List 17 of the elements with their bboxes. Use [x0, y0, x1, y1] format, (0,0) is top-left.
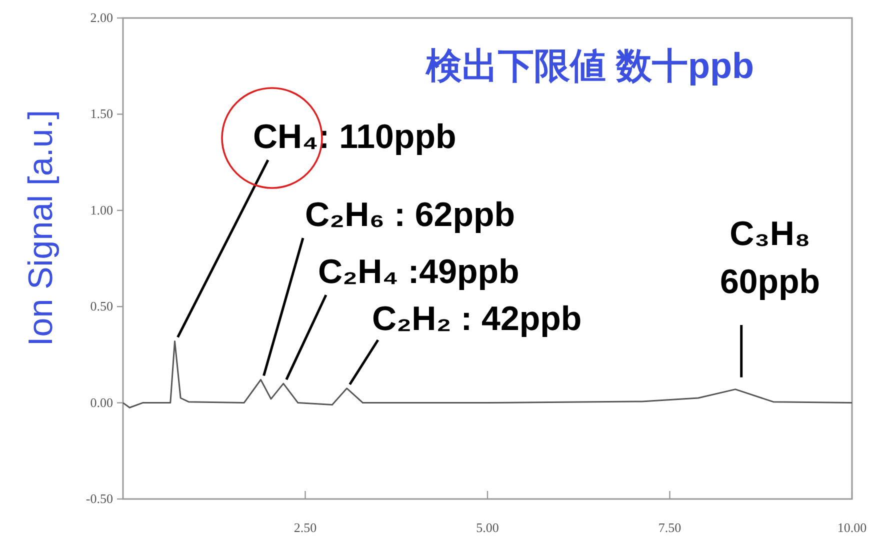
annotation: C₂H₂ : 42ppb: [372, 300, 582, 338]
y-tick-label: 2.00: [90, 10, 113, 25]
text: 検出下限値 数十ppb: [425, 45, 754, 86]
y-tick-label: 1.00: [90, 202, 113, 218]
annotation: C₂H₄ :49ppb: [318, 253, 520, 291]
y-tick-label: 1.50: [90, 106, 113, 122]
x-tick-label: 7.50: [658, 520, 682, 535]
y-tick-label: 0.50: [90, 298, 113, 314]
line-series: [122, 340, 853, 408]
annotation: C₂H₆ : 62ppb: [305, 196, 515, 234]
x-tick-label: 2.50: [294, 520, 317, 535]
x-tick-label: 5.00: [476, 520, 499, 535]
y-axis-title: Ion Signal [a.u.]: [22, 110, 60, 346]
annotation: C₃H₈ 60ppb: [720, 215, 820, 301]
x-tick-label: 10.00: [837, 520, 867, 535]
y-tick-label: -0.50: [86, 491, 113, 506]
y-tick-label: 0.00: [90, 394, 113, 410]
